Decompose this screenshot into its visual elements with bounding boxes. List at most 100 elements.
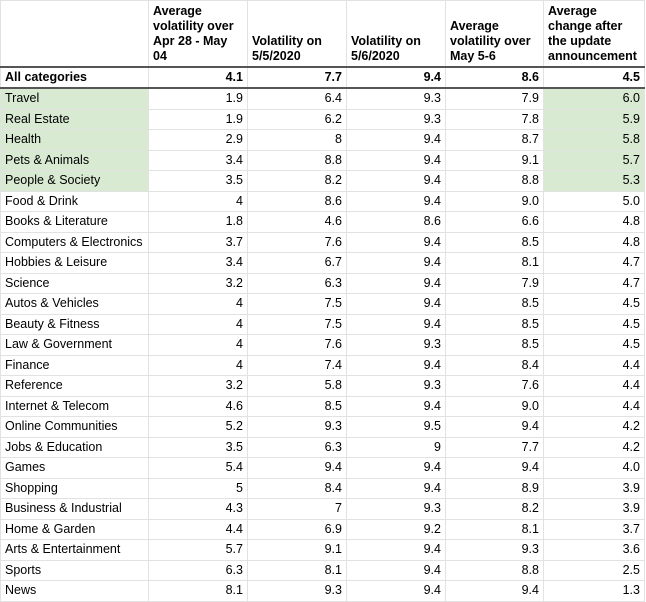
category-cell[interactable]: Travel	[0, 87, 149, 110]
value-cell[interactable]: 6.7	[247, 252, 347, 274]
value-cell[interactable]: 7.7	[445, 436, 544, 458]
category-cell[interactable]: News	[0, 580, 149, 602]
value-cell[interactable]: 8.2	[445, 498, 544, 520]
value-cell[interactable]: 5.0	[543, 190, 645, 212]
value-cell[interactable]: 5.4	[148, 457, 248, 479]
value-cell[interactable]: 6.3	[247, 272, 347, 294]
value-cell[interactable]: 8.7	[445, 129, 544, 151]
category-cell[interactable]: Home & Garden	[0, 518, 149, 540]
value-cell[interactable]: 9.4	[346, 313, 446, 335]
value-cell[interactable]: 5.3	[543, 170, 645, 192]
value-cell[interactable]: 8.5	[445, 313, 544, 335]
value-cell[interactable]: 8.1	[148, 580, 248, 602]
value-cell[interactable]: 5.2	[148, 416, 248, 438]
value-cell[interactable]: 6.3	[148, 559, 248, 581]
value-cell[interactable]: 7.6	[247, 231, 347, 253]
category-cell[interactable]: Reference	[0, 375, 149, 397]
header-volatility-may5[interactable]: Volatility on 5/5/2020	[247, 0, 347, 68]
category-cell[interactable]: Internet & Telecom	[0, 395, 149, 417]
value-cell[interactable]: 5.8	[543, 129, 645, 151]
summary-cell[interactable]: 7.7	[247, 66, 347, 89]
value-cell[interactable]: 7.4	[247, 354, 347, 376]
value-cell[interactable]: 9.4	[346, 149, 446, 171]
value-cell[interactable]: 7.5	[247, 313, 347, 335]
value-cell[interactable]: 8.5	[445, 231, 544, 253]
value-cell[interactable]: 7	[247, 498, 347, 520]
value-cell[interactable]: 9.0	[445, 395, 544, 417]
value-cell[interactable]: 5.7	[543, 149, 645, 171]
value-cell[interactable]: 6.6	[445, 211, 544, 233]
value-cell[interactable]: 7.8	[445, 108, 544, 130]
value-cell[interactable]: 8.6	[247, 190, 347, 212]
value-cell[interactable]: 4.4	[543, 354, 645, 376]
category-cell[interactable]: People & Society	[0, 170, 149, 192]
value-cell[interactable]: 3.2	[148, 272, 248, 294]
summary-cell[interactable]: 4.5	[543, 66, 645, 89]
value-cell[interactable]: 9.4	[346, 477, 446, 499]
value-cell[interactable]: 4.7	[543, 252, 645, 274]
value-cell[interactable]: 7.9	[445, 272, 544, 294]
value-cell[interactable]: 8.5	[445, 293, 544, 315]
value-cell[interactable]: 8.1	[445, 518, 544, 540]
value-cell[interactable]: 9.4	[346, 559, 446, 581]
value-cell[interactable]: 4	[148, 293, 248, 315]
value-cell[interactable]: 8.9	[445, 477, 544, 499]
value-cell[interactable]: 9.3	[346, 87, 446, 110]
value-cell[interactable]: 6.3	[247, 436, 347, 458]
value-cell[interactable]: 1.9	[148, 87, 248, 110]
value-cell[interactable]: 9.4	[346, 539, 446, 561]
summary-category-cell[interactable]: All categories	[0, 66, 149, 89]
value-cell[interactable]: 2.5	[543, 559, 645, 581]
value-cell[interactable]: 6.4	[247, 87, 347, 110]
value-cell[interactable]: 4	[148, 334, 248, 356]
value-cell[interactable]: 9.1	[247, 539, 347, 561]
value-cell[interactable]: 1.3	[543, 580, 645, 602]
value-cell[interactable]: 9.4	[346, 129, 446, 151]
header-avg-apr28-may04[interactable]: Average volatility over Apr 28 - May 04	[148, 0, 248, 68]
category-cell[interactable]: Online Communities	[0, 416, 149, 438]
category-cell[interactable]: Real Estate	[0, 108, 149, 130]
category-cell[interactable]: Games	[0, 457, 149, 479]
value-cell[interactable]: 9.4	[346, 272, 446, 294]
value-cell[interactable]: 9.1	[445, 149, 544, 171]
value-cell[interactable]: 6.2	[247, 108, 347, 130]
value-cell[interactable]: 9.0	[445, 190, 544, 212]
value-cell[interactable]: 4.7	[543, 272, 645, 294]
category-cell[interactable]: Hobbies & Leisure	[0, 252, 149, 274]
value-cell[interactable]: 8.2	[247, 170, 347, 192]
value-cell[interactable]: 4.5	[543, 334, 645, 356]
value-cell[interactable]: 9.4	[247, 457, 347, 479]
category-cell[interactable]: Autos & Vehicles	[0, 293, 149, 315]
value-cell[interactable]: 8.1	[445, 252, 544, 274]
value-cell[interactable]: 9.4	[445, 580, 544, 602]
value-cell[interactable]: 9.4	[346, 293, 446, 315]
value-cell[interactable]: 7.9	[445, 87, 544, 110]
value-cell[interactable]: 4.4	[148, 518, 248, 540]
value-cell[interactable]: 3.4	[148, 149, 248, 171]
value-cell[interactable]: 9.4	[346, 190, 446, 212]
value-cell[interactable]: 9.3	[445, 539, 544, 561]
value-cell[interactable]: 9.3	[247, 416, 347, 438]
value-cell[interactable]: 9.3	[346, 375, 446, 397]
value-cell[interactable]: 9	[346, 436, 446, 458]
value-cell[interactable]: 8.5	[445, 334, 544, 356]
category-cell[interactable]: Law & Government	[0, 334, 149, 356]
category-cell[interactable]: Health	[0, 129, 149, 151]
value-cell[interactable]: 7.6	[445, 375, 544, 397]
value-cell[interactable]: 8.4	[247, 477, 347, 499]
value-cell[interactable]: 2.9	[148, 129, 248, 151]
header-category[interactable]	[0, 0, 149, 68]
value-cell[interactable]: 7.5	[247, 293, 347, 315]
value-cell[interactable]: 8.1	[247, 559, 347, 581]
value-cell[interactable]: 6.0	[543, 87, 645, 110]
value-cell[interactable]: 3.2	[148, 375, 248, 397]
value-cell[interactable]: 9.4	[445, 416, 544, 438]
category-cell[interactable]: Beauty & Fitness	[0, 313, 149, 335]
category-cell[interactable]: Food & Drink	[0, 190, 149, 212]
value-cell[interactable]: 8.6	[346, 211, 446, 233]
value-cell[interactable]: 9.3	[346, 108, 446, 130]
value-cell[interactable]: 4	[148, 190, 248, 212]
value-cell[interactable]: 5	[148, 477, 248, 499]
value-cell[interactable]: 5.8	[247, 375, 347, 397]
category-cell[interactable]: Books & Literature	[0, 211, 149, 233]
